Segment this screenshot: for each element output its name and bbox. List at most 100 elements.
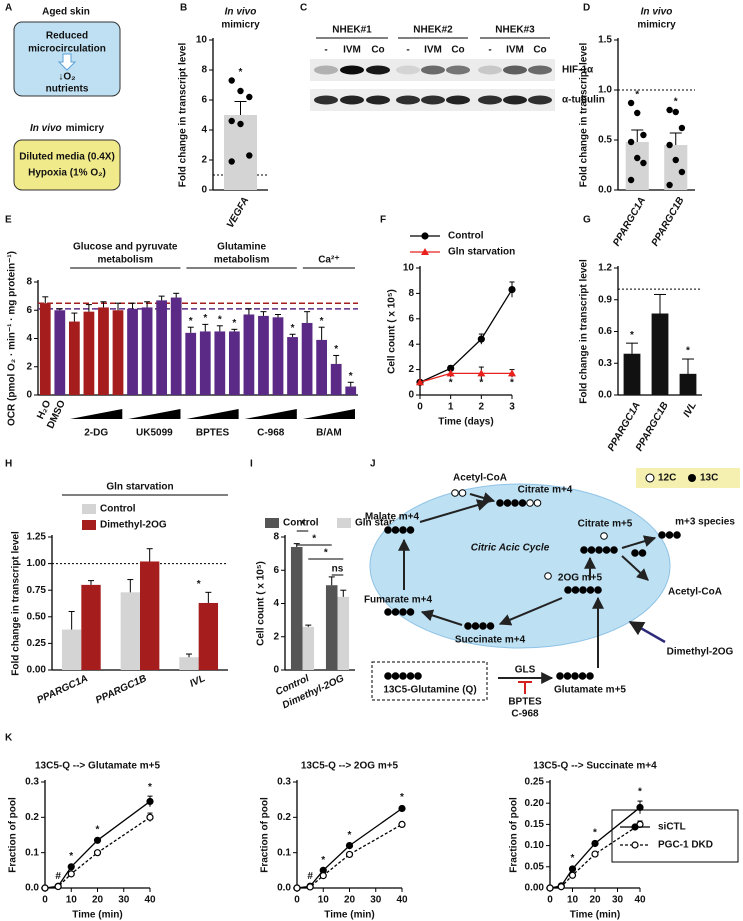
heading-part: mimicry [66,123,105,134]
carbon [586,586,595,594]
legend-label: PGC-1 DKD [658,840,713,851]
data-point [228,77,235,84]
category-label: UK5099 [136,428,173,439]
carbon [391,608,400,616]
data-point [237,87,244,95]
carbon [600,532,608,540]
bar [664,145,688,190]
significance: * [571,853,575,864]
significance: * [291,323,295,334]
y-tick-label: 1.25 [27,532,47,543]
data-point [146,797,154,806]
lane-label: - [488,45,491,56]
x-tick-label: 40 [144,895,156,906]
carbon [586,672,594,680]
y-axis-label: Fraction of pool [8,797,19,873]
significance: * [321,855,325,866]
data-point [508,285,516,294]
significance: * [334,344,338,355]
arrow [498,597,563,626]
y-tick-label: 4 [26,333,32,344]
dashed-box [371,661,488,701]
band [446,95,470,105]
data-point [666,181,673,189]
bar [337,596,350,670]
category-label: B/AM [316,428,342,439]
data-point [672,156,679,164]
y-axis-label: Cell count ( x 10⁵) [387,289,398,374]
x-tick-label: 30 [612,895,624,906]
y-tick-label: 0.25 [27,638,47,649]
data-point [557,883,565,891]
x-tick-label: 20 [589,895,601,906]
band [421,65,445,75]
bar [198,602,219,670]
node-label: Malate m+4 [365,512,420,523]
carbon [464,622,472,630]
carbon [503,499,512,507]
dose-wedge [302,409,355,419]
box-text: microcirculation [28,44,106,55]
band [314,65,338,75]
data-point [591,850,599,858]
y-tick-label: 0 [201,185,207,196]
x-tick-label: 20 [92,895,104,906]
data-point [634,109,641,117]
node-label: Fumarate m+4 [364,595,433,606]
x-tick-label: 0 [547,895,553,906]
y-tick-label: 0.6 [598,326,612,337]
band [528,95,552,105]
carbon [602,546,611,554]
carbon [384,608,392,616]
significance: * [69,851,73,862]
bar [83,311,95,395]
carbon [571,586,580,594]
x-axis-label: Time (min) [324,910,374,921]
x-tick-label: 1 [448,402,454,413]
y-tick-label: 8 [26,277,32,288]
heading-part: In vivo [30,123,62,134]
carbon [571,672,579,680]
carbon [610,546,618,554]
arrow [420,609,463,626]
bar [141,307,153,395]
node-label: 2OG m+5 [558,573,603,584]
data-point [345,850,354,859]
bar [170,297,182,395]
x-tick-label: 20 [344,895,356,906]
blot-row-label: α-tubulin [562,95,605,106]
significance: # [307,871,313,882]
carbon [564,586,572,594]
carbon [544,572,552,580]
x-tick-label: 0 [294,895,300,906]
lane-label: Co [451,45,464,56]
carbon [533,499,542,507]
bar [39,303,51,395]
significance: * [189,316,193,327]
y-tick-label: 0.0 [277,883,291,894]
bar [112,310,124,395]
bracket-label: * [324,548,328,559]
y-tick-label: 6 [408,313,414,324]
legend-marker [631,823,639,831]
lane-label: Co [371,45,384,56]
legend-label: 13C [700,473,718,484]
carbon [391,672,400,680]
data-point [666,141,673,149]
significance: * [218,314,222,325]
significance: * [148,782,152,793]
box-text: ↓O₂ [58,72,75,83]
lane-label: - [406,45,409,56]
blot-group-label: NHEK#2 [413,25,453,36]
arrow [419,499,490,523]
bar [316,339,328,395]
bracket-label: ns [332,564,344,575]
significance: * [638,787,642,798]
blot-row-label: HIF-1α [562,65,594,76]
data-point [508,369,516,377]
carbon [518,499,527,507]
legend-box [611,809,739,863]
blot-group-label: NHEK#3 [495,25,535,36]
significance: * [349,371,353,382]
box-text: nutrients [46,84,89,95]
